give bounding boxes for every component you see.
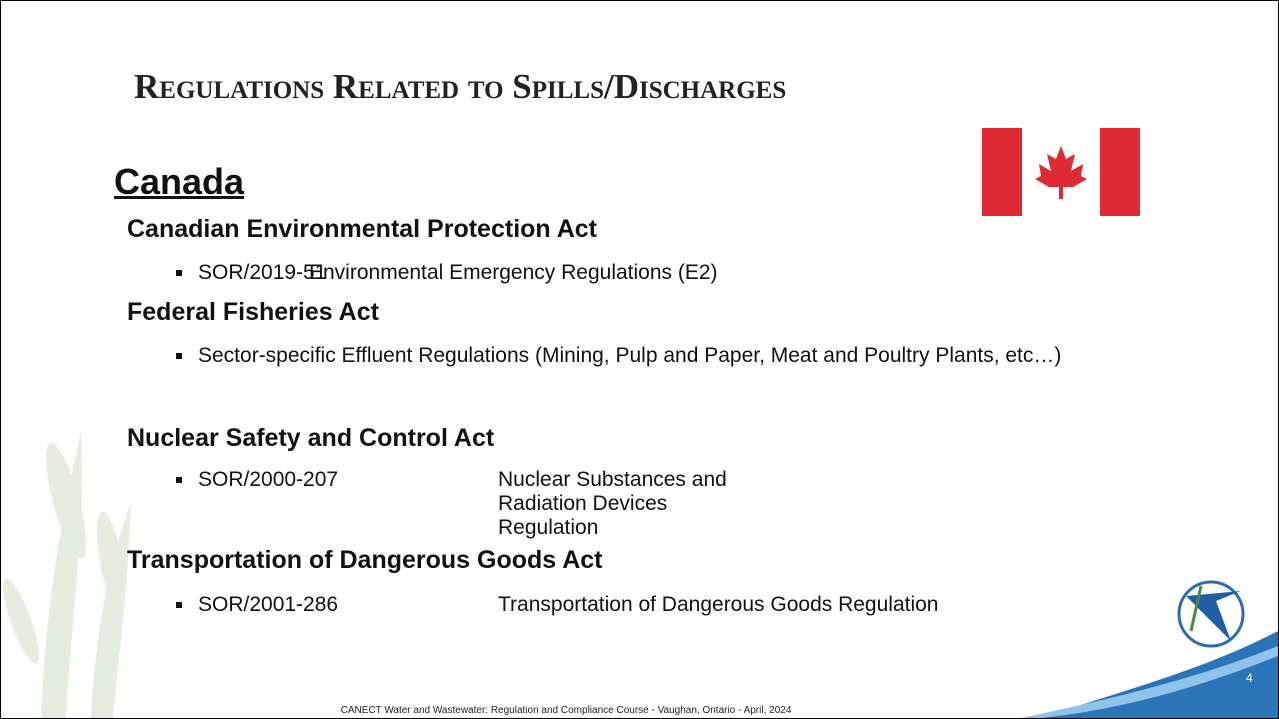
heading: Canada <box>114 161 244 203</box>
regulation-code: SOR/2000-207 <box>198 468 338 492</box>
bullet <box>176 353 182 359</box>
list-item: SOR/2001-286 Transportation of Dangerous … <box>198 593 958 617</box>
act-name: Federal Fisheries Act <box>127 298 379 327</box>
bullet <box>176 602 182 608</box>
act-name: Canadian Environmental Protection Act <box>127 215 597 244</box>
regulation-code: SOR/2019-51 <box>198 261 326 285</box>
act-name: Transportation of Dangerous Goods Act <box>127 546 603 575</box>
regulation-name: Nuclear Substances and Radiation Devices… <box>498 468 758 540</box>
slide: Regulations Related to Spills/Discharges… <box>0 0 1279 719</box>
bullet <box>176 270 182 276</box>
regulation-code: SOR/2001-286 <box>198 593 338 617</box>
slide-title: Regulations Related to Spills/Discharges <box>134 67 786 107</box>
footer: CANECT Water and Wastewater: Regulation … <box>1 705 1131 716</box>
regulation-name: Transportation of Dangerous Goods Regula… <box>498 593 958 617</box>
list-item: Sector-specific Effluent Regulations (Mi… <box>198 344 1158 368</box>
act-name: Nuclear Safety and Control Act <box>127 424 494 453</box>
regulation-name: Environmental Emergency Regulations (E2) <box>309 261 958 285</box>
list-item: SOR/2000-207 Nuclear Substances and Radia… <box>198 468 758 540</box>
regulation-name: Sector-specific Effluent Regulations (Mi… <box>198 344 1158 368</box>
page-number: 4 <box>1246 671 1253 685</box>
bullet <box>176 477 182 483</box>
